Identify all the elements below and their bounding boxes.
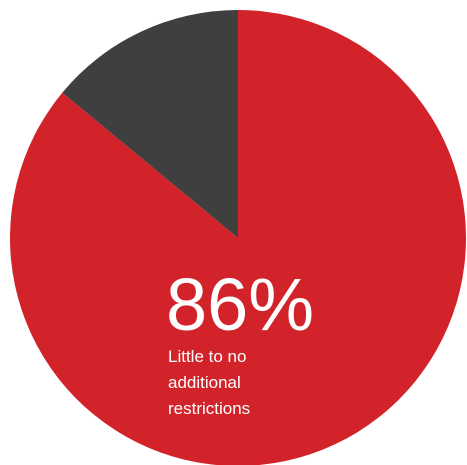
slice-label-line-3: restrictions — [168, 399, 250, 418]
pie-slice-0 — [10, 10, 466, 465]
pie-slices — [10, 10, 466, 465]
slice-label-line-1: Little to no — [168, 347, 246, 366]
pie-slice-1 — [62, 10, 238, 238]
slice-value-label: 86% — [166, 263, 314, 346]
slice-label-line-2: additional — [168, 373, 241, 392]
